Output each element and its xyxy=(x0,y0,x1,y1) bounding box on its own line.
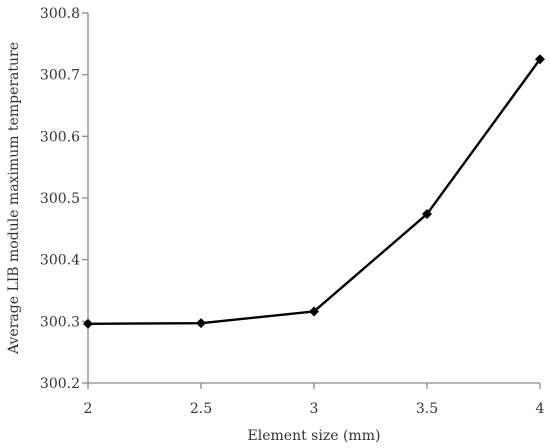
x-tick-label: 3.5 xyxy=(416,401,438,417)
data-point-marker xyxy=(422,209,432,220)
x-axis-label: Element size (mm) xyxy=(248,428,381,444)
y-tick-label: 300.7 xyxy=(40,68,80,84)
x-tick-label: 2 xyxy=(84,401,93,417)
y-tick-label: 300.2 xyxy=(40,376,80,392)
y-ticks: 300.2 300.3 300.4 300.5 300.6 300.7 300.8 xyxy=(40,6,88,392)
axes xyxy=(87,13,540,384)
data-point-marker xyxy=(309,306,319,317)
data-point-marker xyxy=(83,318,93,329)
y-tick-label: 300.3 xyxy=(40,314,80,330)
y-axis-label: Average LIB module maximum temperature xyxy=(6,42,22,355)
x-ticks: 2 2.5 3 3.5 4 xyxy=(84,383,545,417)
y-tick-label: 300.6 xyxy=(40,129,80,145)
y-tick-label: 300.5 xyxy=(40,191,80,207)
x-tick-label: 4 xyxy=(536,401,545,417)
series-line xyxy=(87,58,541,325)
data-point-marker xyxy=(196,318,206,329)
x-tick-label: 2.5 xyxy=(190,401,212,417)
y-tick-label: 300.8 xyxy=(40,6,80,22)
data-point-marker xyxy=(535,54,545,65)
series-markers xyxy=(83,54,545,329)
y-tick-label: 300.4 xyxy=(40,253,80,269)
x-tick-label: 3 xyxy=(310,401,319,417)
